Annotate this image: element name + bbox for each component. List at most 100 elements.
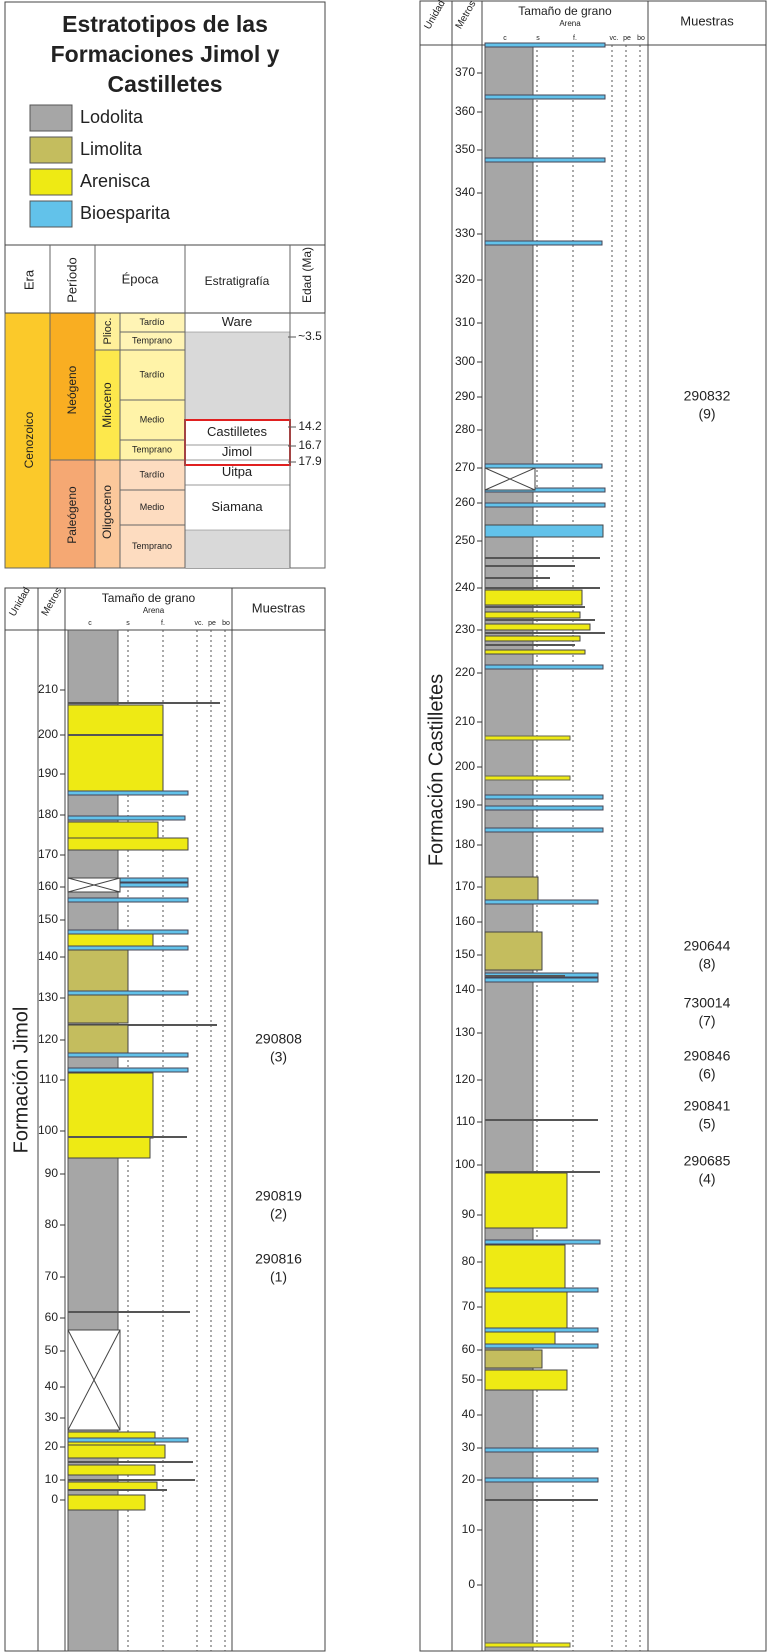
bed-a xyxy=(484,1291,568,1331)
grain-label: f. xyxy=(573,35,577,42)
column-frame xyxy=(4,587,326,1652)
meter-label: 0 xyxy=(51,1492,58,1506)
grain-label: bo xyxy=(637,35,645,42)
meter-label: 150 xyxy=(38,912,58,926)
bed-bioesparita xyxy=(67,790,189,796)
header-label: Edad (Ma) xyxy=(300,247,314,303)
bed-a xyxy=(67,1072,154,1139)
bed-a xyxy=(67,1494,146,1511)
sample-id: 730014 xyxy=(684,995,731,1011)
bed-arenisca xyxy=(484,1642,571,1648)
bed-bioesparita xyxy=(67,815,186,821)
meter-label: 30 xyxy=(462,1440,476,1454)
bed-bioesparita xyxy=(484,794,604,800)
grain-header: Tamaño de grano xyxy=(102,591,196,605)
meter-label: 10 xyxy=(45,1472,59,1486)
bed-bioesparita xyxy=(67,1437,189,1443)
sample-number: (3) xyxy=(270,1049,287,1065)
subepoch-label: Tardío xyxy=(139,369,164,379)
bed-a xyxy=(484,635,581,642)
age-label: 16.7 xyxy=(298,438,322,452)
period-label: Paleógeno xyxy=(65,486,79,544)
meter-label: 140 xyxy=(38,949,58,963)
bed-dark xyxy=(485,577,550,579)
formation-label: Siamana xyxy=(211,499,263,514)
sample-number: (5) xyxy=(698,1116,715,1132)
sample-id: 290685 xyxy=(684,1153,731,1169)
meter-label: 160 xyxy=(455,914,475,928)
meter-label: 120 xyxy=(455,1072,475,1086)
grain-label: vc. xyxy=(195,620,204,627)
legend-title: Formaciones Jimol y xyxy=(51,41,280,67)
bed-bioesparita xyxy=(67,897,189,903)
meter-label: 190 xyxy=(455,797,475,811)
subepoch-cell xyxy=(119,459,186,491)
sample-number: (9) xyxy=(698,406,715,422)
bed-bioesparita xyxy=(484,524,604,538)
bed-l xyxy=(67,949,129,994)
bed-dark xyxy=(485,1171,600,1173)
bed-bioesparita xyxy=(484,1447,599,1453)
age-grey xyxy=(289,312,326,569)
meter-label: 210 xyxy=(38,682,58,696)
legend-swatch xyxy=(29,136,73,164)
meter-label: 290 xyxy=(455,389,475,403)
bed-a xyxy=(484,1369,568,1391)
bed-bioesparita xyxy=(484,1287,599,1293)
bed-bioesparita xyxy=(484,240,603,246)
subepoch-label: Temprano xyxy=(132,444,172,454)
era-label: Cenozoico xyxy=(22,411,36,468)
meter-label: 70 xyxy=(45,1269,59,1283)
bed-l xyxy=(484,876,539,901)
sample-id: 290832 xyxy=(684,388,731,404)
meter-label: 40 xyxy=(462,1407,476,1421)
legend-title: Estratotipos de las xyxy=(62,11,268,37)
bed-bioesparita xyxy=(484,1477,599,1483)
meter-label: 90 xyxy=(45,1166,59,1180)
sample-number: (2) xyxy=(270,1206,287,1222)
meter-label: 0 xyxy=(468,1577,475,1591)
subepoch-label: Medio xyxy=(140,502,165,512)
bed-dark xyxy=(485,557,600,559)
bed-a xyxy=(484,589,583,606)
meter-label: 330 xyxy=(455,226,475,240)
covered-cross xyxy=(67,1329,121,1431)
bed-l xyxy=(67,994,129,1024)
bed-dark xyxy=(68,1461,193,1463)
meter-label: 10 xyxy=(462,1522,476,1536)
meter-label: 50 xyxy=(462,1372,476,1386)
header-label: Estratigrafía xyxy=(205,274,270,288)
meter-label: 350 xyxy=(455,142,475,156)
meter-label: 110 xyxy=(456,1114,475,1128)
header-label: Período xyxy=(64,257,79,303)
age-label: 14.2 xyxy=(298,419,322,433)
sample-id: 290644 xyxy=(684,938,731,954)
bed-dark xyxy=(485,1499,598,1501)
meter-label: 320 xyxy=(455,272,475,286)
age-label: 17.9 xyxy=(298,454,322,468)
legend-label: Bioesparita xyxy=(80,203,171,223)
period-label: Neógeno xyxy=(65,365,79,414)
bed-a xyxy=(484,1172,568,1229)
bed-a xyxy=(484,611,581,619)
bed-bioesparita xyxy=(484,664,604,670)
bed-bioesparita xyxy=(484,1239,601,1245)
bed-l xyxy=(484,1349,543,1369)
bed-a xyxy=(67,704,164,793)
meter-label: 300 xyxy=(455,354,475,368)
grain-label: pe xyxy=(623,35,631,42)
legend-swatch xyxy=(29,200,73,228)
formation-label: Ware xyxy=(222,314,253,329)
grain-label: s xyxy=(536,35,540,42)
bed-dark xyxy=(485,1119,598,1121)
bed-bioesparita xyxy=(484,502,606,508)
legend-label: Limolita xyxy=(80,139,143,159)
grain-label: bo xyxy=(222,620,230,627)
subepoch-label: Tardío xyxy=(139,469,164,479)
samples-header: Muestras xyxy=(680,13,734,28)
meter-label: 200 xyxy=(455,759,475,773)
sample-id: 290808 xyxy=(255,1031,302,1047)
bed-bioesparita xyxy=(67,990,189,996)
bed-bioesparita xyxy=(484,899,599,905)
bed-bioesparita xyxy=(484,42,606,48)
